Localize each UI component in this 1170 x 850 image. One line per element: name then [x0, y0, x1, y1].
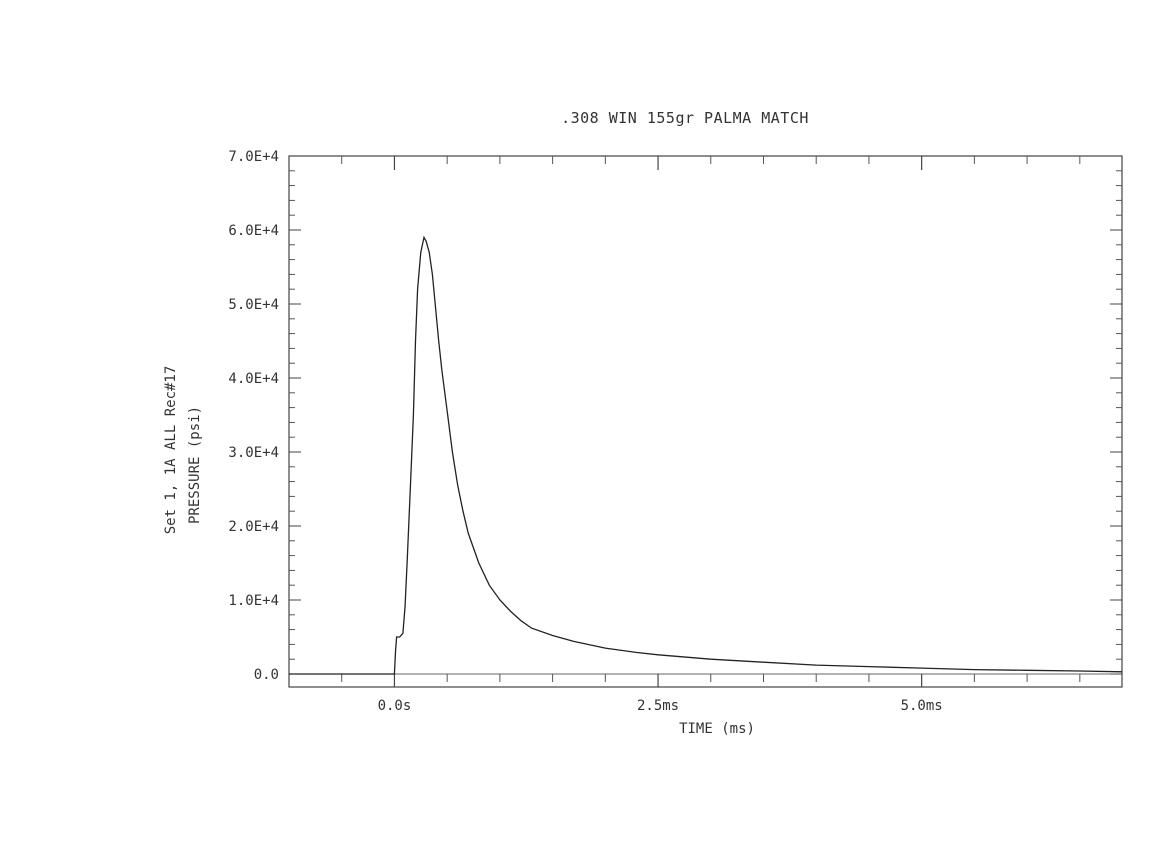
y-axis-secondary-label: Set 1, 1A ALL Rec#17 [163, 366, 179, 535]
x-axis-label: TIME (ms) [679, 721, 755, 737]
y-tick-label: 2.0E+4 [228, 519, 279, 535]
chart-title: .308 WIN 155gr PALMA MATCH [561, 109, 809, 127]
tick-marks [289, 155, 1122, 687]
y-tick-label: 4.0E+4 [228, 371, 279, 387]
x-tick-label: 5.0ms [901, 698, 943, 714]
plot-frame [288, 155, 1123, 688]
x-tick-label: 2.5ms [637, 698, 679, 714]
y-tick-labels: 0.0 1.0E+4 2.0E+4 3.0E+4 4.0E+4 5.0E+4 6.0E+4 7… [228, 149, 279, 683]
pressure-curve [289, 235, 1123, 675]
y-axis-label: PRESSURE (psi) [187, 406, 203, 524]
x-tick-labels: 0.0s 2.5ms 5.0ms [378, 698, 943, 714]
x-tick-label: 0.0s [378, 698, 412, 714]
y-tick-label: 6.0E+4 [228, 223, 279, 239]
y-tick-label: 7.0E+4 [228, 149, 279, 165]
y-tick-label: 3.0E+4 [228, 445, 279, 461]
y-tick-label: 0.0 [254, 667, 279, 683]
y-tick-label: 1.0E+4 [228, 593, 279, 609]
y-tick-label: 5.0E+4 [228, 297, 279, 313]
